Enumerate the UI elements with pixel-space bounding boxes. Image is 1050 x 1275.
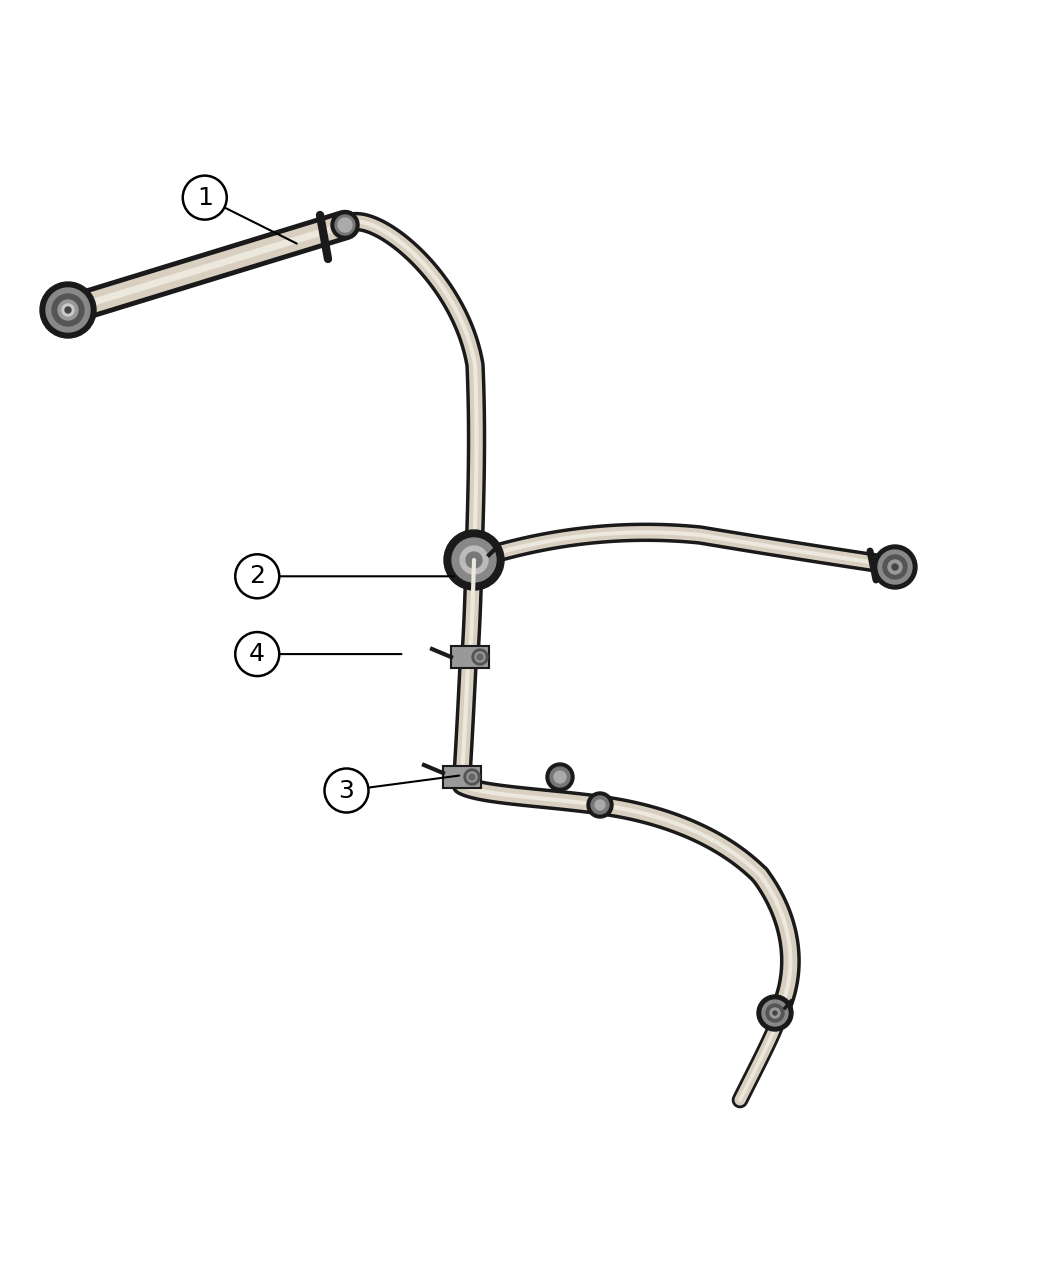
Circle shape: [475, 652, 485, 662]
Text: 2: 2: [249, 565, 266, 588]
Circle shape: [770, 1009, 780, 1017]
Circle shape: [591, 796, 609, 813]
Circle shape: [331, 210, 359, 238]
Circle shape: [892, 564, 898, 570]
Circle shape: [595, 799, 605, 810]
Circle shape: [878, 550, 912, 584]
Circle shape: [883, 555, 907, 579]
Text: 3: 3: [338, 779, 355, 802]
Circle shape: [466, 552, 482, 567]
Circle shape: [65, 307, 71, 312]
Circle shape: [183, 176, 227, 219]
Circle shape: [335, 215, 355, 235]
Bar: [452, 646, 489, 668]
Circle shape: [62, 303, 74, 316]
Circle shape: [773, 1011, 777, 1015]
Circle shape: [766, 1003, 784, 1023]
Circle shape: [873, 544, 917, 589]
Circle shape: [757, 994, 793, 1031]
Circle shape: [58, 300, 78, 320]
Circle shape: [554, 771, 566, 783]
Circle shape: [460, 546, 488, 574]
Circle shape: [46, 288, 90, 332]
Circle shape: [464, 769, 480, 785]
Circle shape: [444, 530, 504, 590]
Circle shape: [452, 538, 496, 581]
Bar: [443, 766, 481, 788]
Circle shape: [762, 1000, 788, 1026]
Circle shape: [52, 295, 84, 326]
Circle shape: [550, 768, 570, 787]
Circle shape: [469, 774, 475, 780]
Circle shape: [338, 218, 352, 232]
Circle shape: [40, 282, 96, 338]
Circle shape: [472, 649, 488, 666]
Circle shape: [467, 771, 477, 782]
Circle shape: [888, 560, 902, 574]
Circle shape: [235, 632, 279, 676]
Circle shape: [546, 762, 574, 790]
Text: 4: 4: [249, 643, 266, 666]
Text: 1: 1: [196, 186, 213, 209]
Circle shape: [477, 654, 483, 660]
Circle shape: [235, 555, 279, 598]
Circle shape: [587, 792, 613, 819]
Circle shape: [324, 769, 369, 812]
